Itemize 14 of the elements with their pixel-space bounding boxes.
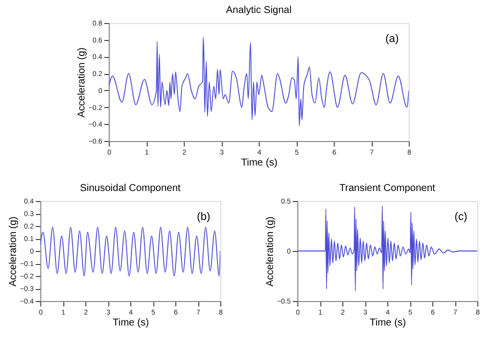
y-axis-title: Acceleration (g): [8, 216, 19, 287]
line-series: [297, 206, 478, 292]
annotation: (a): [385, 33, 399, 45]
x-axis-title: Time (s): [241, 158, 278, 168]
annotation: (c): [454, 211, 468, 223]
y-axis-title: Acceleration (g): [76, 47, 88, 118]
x-axis-title: Time (s): [370, 318, 406, 328]
line-series: [40, 226, 220, 276]
chart-title: Analytic Signal: [226, 5, 292, 16]
y-axis-title: Acceleration (g): [264, 216, 276, 287]
annotation: (b): [196, 211, 210, 223]
chart-title: Transient Component: [339, 183, 436, 194]
chart-title: Sinusoidal Component: [80, 183, 181, 194]
x-axis-title: Time (s): [112, 318, 149, 328]
